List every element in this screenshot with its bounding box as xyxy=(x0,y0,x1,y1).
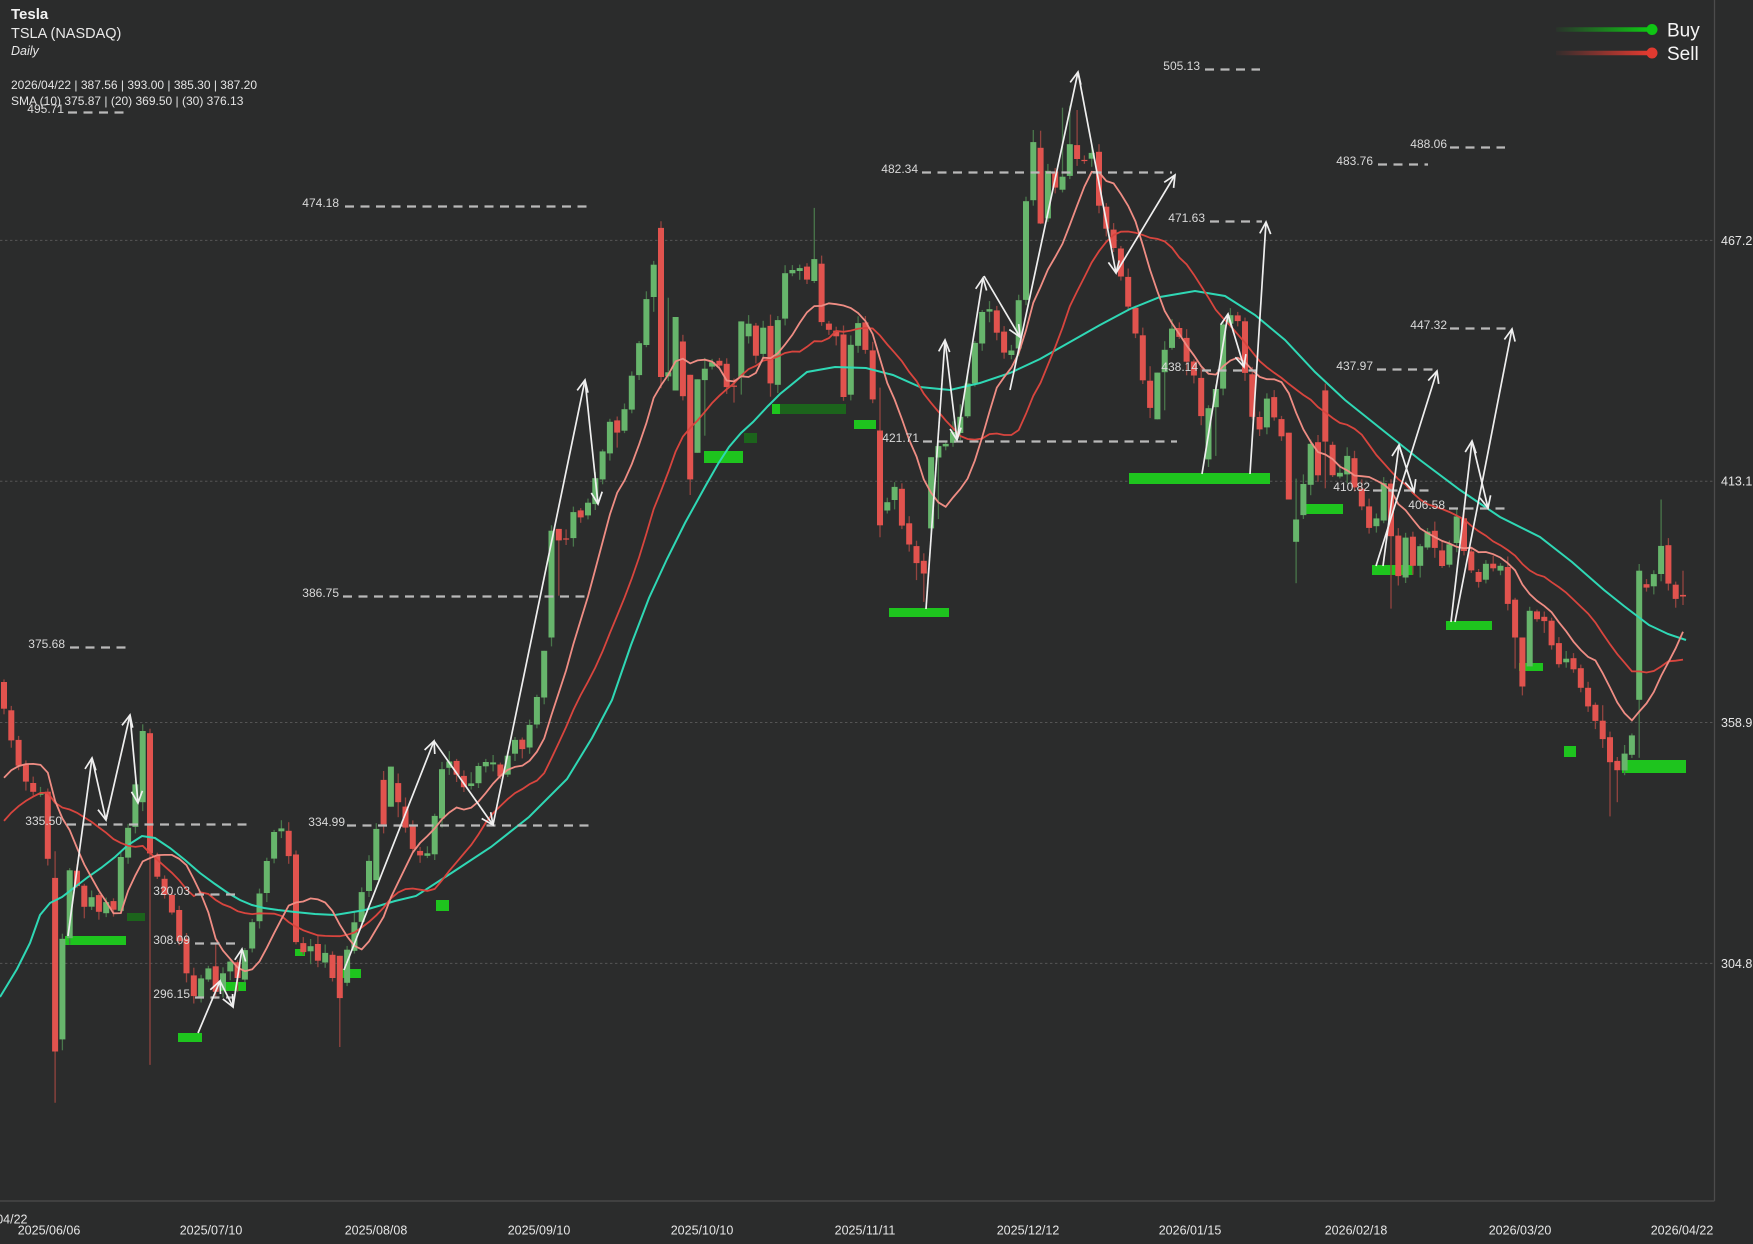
svg-text:413.1: 413.1 xyxy=(1721,475,1752,489)
svg-text:447.32: 447.32 xyxy=(1410,318,1447,332)
svg-text:437.97: 437.97 xyxy=(1336,359,1373,373)
svg-text:421.71: 421.71 xyxy=(882,431,919,445)
svg-text:467.2: 467.2 xyxy=(1721,234,1752,248)
svg-text:471.63: 471.63 xyxy=(1168,211,1205,225)
svg-text:438.14: 438.14 xyxy=(1161,360,1198,374)
svg-text:Sell: Sell xyxy=(1667,44,1699,65)
svg-text:2025/06/06: 2025/06/06 xyxy=(18,1224,81,1238)
svg-text:2025/09/10: 2025/09/10 xyxy=(508,1224,571,1238)
svg-text:335.50: 335.50 xyxy=(25,814,62,828)
svg-text:2026/03/20: 2026/03/20 xyxy=(1489,1224,1552,1238)
svg-text:304.8: 304.8 xyxy=(1721,957,1752,971)
svg-text:474.18: 474.18 xyxy=(302,196,339,210)
svg-text:410.82: 410.82 xyxy=(1333,480,1370,494)
svg-text:Tesla: Tesla xyxy=(11,6,49,23)
svg-text:2025/10/10: 2025/10/10 xyxy=(671,1224,734,1238)
svg-text:2025/07/10: 2025/07/10 xyxy=(180,1224,243,1238)
svg-text:2026/01/15: 2026/01/15 xyxy=(1159,1224,1222,1238)
svg-text:Buy: Buy xyxy=(1667,21,1700,42)
svg-text:2025/12/12: 2025/12/12 xyxy=(997,1224,1060,1238)
svg-text:2026/02/18: 2026/02/18 xyxy=(1325,1224,1388,1238)
svg-text:04/22: 04/22 xyxy=(0,1213,28,1227)
svg-text:SMA (10) 375.87 | (20) 369.50: SMA (10) 375.87 | (20) 369.50 | (30) 376… xyxy=(11,94,244,108)
svg-text:482.34: 482.34 xyxy=(881,162,918,176)
svg-text:483.76: 483.76 xyxy=(1336,154,1373,168)
svg-text:358.9: 358.9 xyxy=(1721,716,1752,730)
svg-text:2026/04/22: 2026/04/22 xyxy=(1651,1224,1714,1238)
svg-text:488.06: 488.06 xyxy=(1410,137,1447,151)
svg-text:2025/08/08: 2025/08/08 xyxy=(345,1224,408,1238)
svg-text:2025/11/11: 2025/11/11 xyxy=(835,1224,896,1238)
svg-text:406.58: 406.58 xyxy=(1408,498,1445,512)
svg-text:495.71: 495.71 xyxy=(27,102,64,116)
svg-text:334.99: 334.99 xyxy=(308,815,345,829)
svg-text:296.15: 296.15 xyxy=(153,987,190,1001)
svg-text:TSLA (NASDAQ): TSLA (NASDAQ) xyxy=(11,26,121,42)
svg-text:386.75: 386.75 xyxy=(302,586,339,600)
svg-text:2026/04/22 | 387.56 | 393.00 |: 2026/04/22 | 387.56 | 393.00 | 385.30 | … xyxy=(11,78,257,92)
svg-text:308.09: 308.09 xyxy=(153,933,190,947)
svg-text:Daily: Daily xyxy=(11,44,40,58)
svg-text:320.03: 320.03 xyxy=(153,884,190,898)
svg-text:505.13: 505.13 xyxy=(1163,59,1200,73)
svg-text:375.68: 375.68 xyxy=(28,637,65,651)
